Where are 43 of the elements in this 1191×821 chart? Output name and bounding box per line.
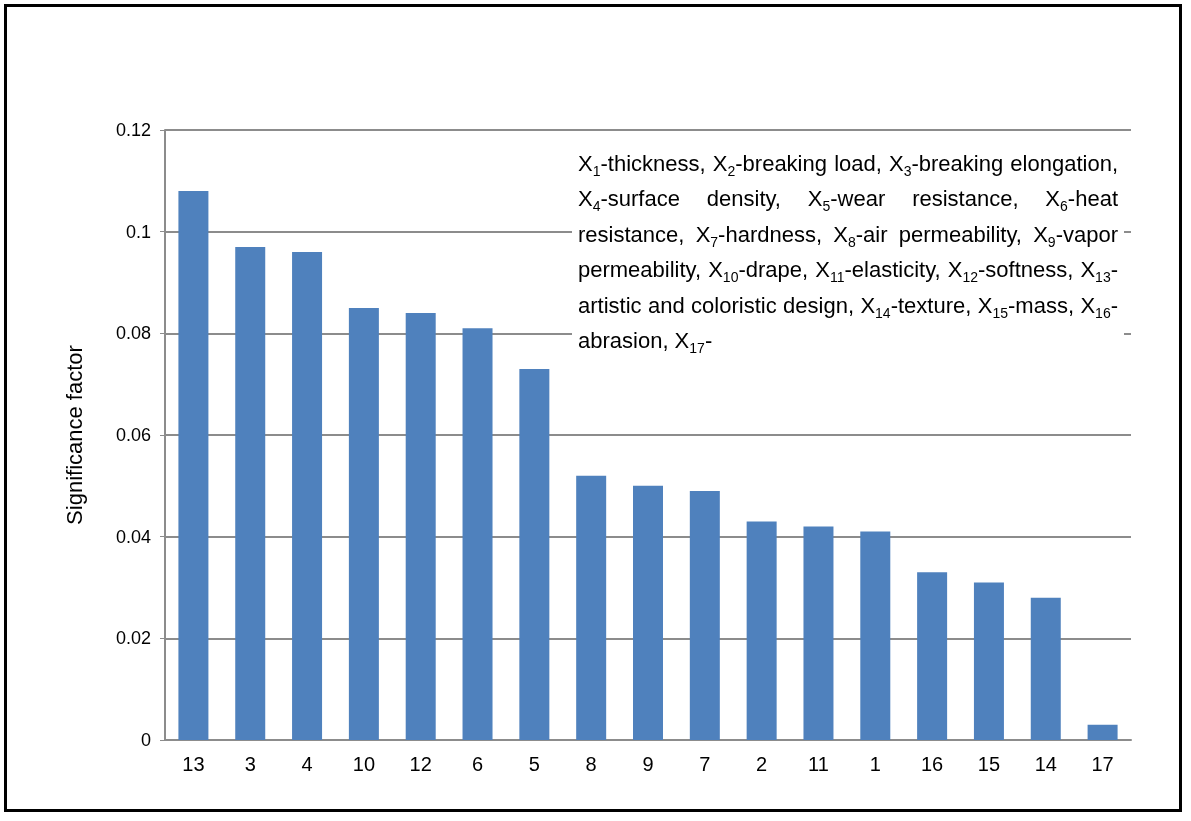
y-tick-label: 0.1 bbox=[125, 221, 151, 242]
x-tick-label: 17 bbox=[1091, 753, 1114, 775]
x-tick-label: 7 bbox=[699, 753, 711, 775]
x-tick-label: 9 bbox=[642, 753, 654, 775]
bar bbox=[803, 526, 834, 740]
bar bbox=[633, 485, 663, 740]
x-tick-label: 3 bbox=[244, 753, 256, 775]
x-tick-label: 11 bbox=[808, 753, 829, 775]
x-tick-label: 16 bbox=[920, 753, 944, 775]
x-tick-label: 10 bbox=[352, 753, 376, 775]
bar bbox=[348, 307, 379, 740]
y-tick-label: 0.08 bbox=[115, 323, 151, 344]
x-tick-label: 8 bbox=[585, 753, 597, 775]
bar bbox=[1030, 597, 1061, 740]
y-tick-label: 0.02 bbox=[115, 628, 151, 649]
y-tick-label: 0.06 bbox=[115, 425, 151, 445]
bar bbox=[689, 490, 720, 740]
x-tick-label: 15 bbox=[977, 753, 1001, 775]
bar bbox=[576, 475, 607, 740]
x-tick-label: 4 bbox=[301, 753, 313, 775]
x-tick-label: 2 bbox=[756, 753, 768, 775]
bar bbox=[462, 328, 493, 740]
bar bbox=[860, 531, 891, 740]
bar bbox=[405, 313, 436, 740]
text: X$_{1}$-thickness, X$_{2}$-breaking load, X$_{3}$-breaking elongation, X$_{4}$-surface density, X$_{5}$-wear resistance, X$_{6}$-heat resistance, X$_{7}$-hardness, X$_{8}$-air permeability, X$_{9}$-vapor permeability, X$_{10}$-drape, X$_{11}$-elasticity, X$_{12}$-softness, X$_{13}$-artistic and coloristic design, X$_{14}$-texture, X$_{15}$-mass, X$_{16}$-abrasion, X$_{17}$- bbox=[578, 151, 1119, 357]
y-tick-label: 0.04 bbox=[115, 526, 151, 547]
y-tick-label: 0.12 bbox=[115, 120, 151, 140]
y-axis-title: Significance factor bbox=[61, 345, 87, 525]
bar bbox=[292, 252, 323, 740]
x-tick-label: 6 bbox=[471, 753, 484, 775]
x-tick-label: 5 bbox=[528, 753, 540, 775]
x-tick-label: 14 bbox=[1034, 753, 1057, 775]
bar bbox=[1087, 724, 1118, 740]
bar bbox=[519, 368, 550, 740]
y-tick-label: 0 bbox=[140, 730, 151, 750]
bar bbox=[973, 582, 1004, 740]
x-tick-label: 1 bbox=[869, 753, 881, 775]
x-tick-label: 12 bbox=[409, 753, 432, 775]
bar bbox=[746, 521, 777, 740]
bar bbox=[178, 191, 209, 740]
bar bbox=[235, 246, 266, 740]
x-tick-label: 13 bbox=[182, 753, 205, 775]
bar bbox=[917, 572, 948, 740]
